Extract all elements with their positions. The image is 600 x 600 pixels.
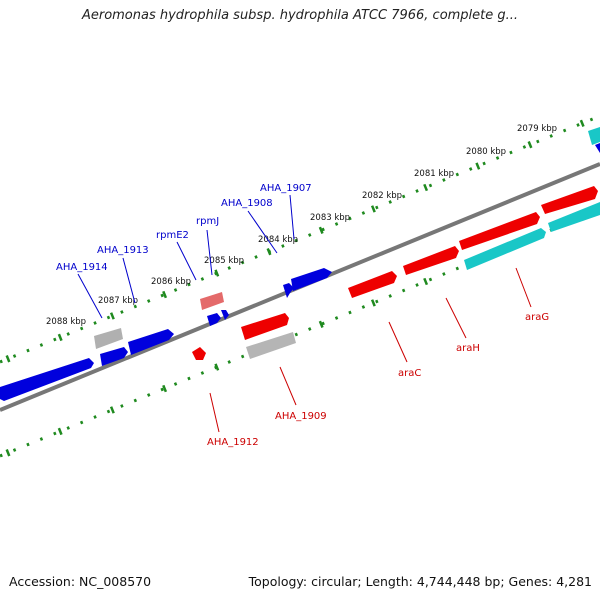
scale-tick [423, 277, 429, 286]
forward-gene-arrow [100, 347, 128, 366]
forward-gene-label: AHA_1908 [221, 198, 273, 209]
scale-label: 2083 kbp [310, 213, 350, 223]
scale-tick [162, 384, 168, 393]
gray-gene-block [94, 328, 123, 349]
scale-tick [109, 406, 115, 414]
scale-label: 2084 kbp [258, 235, 298, 245]
scale-tick [266, 248, 272, 256]
accession-text: Accession: NC_008570 [9, 574, 152, 589]
cyan-gene-arrow [548, 202, 600, 232]
scale-tick [5, 355, 11, 363]
gray-gene-block [246, 332, 296, 359]
callout-line [247, 210, 278, 254]
reverse-gene-label: AHA_1909 [275, 411, 327, 422]
callout-line [176, 241, 197, 281]
scale-tick [370, 205, 376, 213]
cyan-gene-arrow [464, 228, 546, 270]
forward-gene-label: rpmJ [196, 216, 219, 227]
scale-label: 2080 kbp [466, 147, 506, 157]
callout-line [445, 297, 467, 339]
scale-tick [214, 269, 220, 277]
forward-gene-arrow [221, 310, 229, 320]
forward-gene-label: rpmE2 [156, 230, 189, 241]
scale-tick [214, 363, 220, 371]
reverse-gene-arrow [541, 186, 598, 214]
forward-gene-label: AHA_1913 [97, 245, 149, 256]
cyan-gene-block [588, 127, 600, 145]
scale-label: 2082 kbp [362, 191, 402, 201]
reverse-gene-label: araH [456, 343, 480, 354]
callout-line [122, 257, 136, 304]
forward-gene-arrow [128, 329, 174, 355]
scale-tick [579, 119, 585, 127]
callout-line [209, 392, 220, 433]
scale-tick [475, 162, 481, 170]
map-title: Aeromonas hydrophila subsp. hydrophila A… [81, 8, 519, 23]
scale-label: 2088 kbp [46, 317, 86, 327]
reverse-gene-label: araG [525, 312, 549, 323]
forward-gene-arrow [0, 358, 94, 401]
reverse-gene-arrow [403, 246, 459, 275]
forward-gene-arrow [595, 143, 600, 153]
callout-line [515, 267, 532, 308]
forward-gene-label: AHA_1907 [260, 183, 312, 194]
reverse-gene-arrow [192, 347, 206, 360]
reverse-gene-arrow [459, 212, 540, 250]
scale-tick [527, 141, 533, 149]
scale-label: 2079 kbp [517, 124, 557, 134]
scale-tick [423, 183, 429, 192]
reverse-gene-label: araC [398, 368, 421, 379]
scale-tick [318, 320, 324, 328]
callout-line [289, 194, 295, 240]
callout-line [206, 229, 213, 276]
scale-label: 2086 kbp [151, 277, 191, 287]
forward-gene-arrow [283, 283, 294, 298]
scale-tick [318, 226, 324, 234]
scale-tick [57, 333, 63, 342]
callout-line [279, 366, 297, 406]
callout-line [388, 321, 408, 363]
reverse-gene-arrow [241, 313, 289, 340]
forward-gene-arrow [291, 268, 332, 291]
reverse-gene-arrow [348, 271, 397, 298]
scale-tick [109, 312, 115, 320]
topology-summary: Topology: circular; Length: 4,744,448 bp… [248, 574, 592, 589]
outer-scale-ring [0, 114, 600, 364]
forward-gene-label: AHA_1914 [56, 262, 108, 273]
scale-tick [370, 299, 376, 307]
scale-label: 2085 kbp [204, 256, 244, 266]
pink-gene-block [200, 292, 224, 310]
reverse-gene-label: AHA_1912 [207, 437, 259, 448]
scale-tick [5, 449, 11, 457]
scale-label: 2081 kbp [414, 169, 454, 179]
scale-label: 2087 kbp [98, 296, 138, 306]
callout-line [77, 273, 103, 319]
scale-tick [57, 427, 63, 436]
scale-tick [162, 290, 168, 299]
forward-gene-arrow [207, 313, 221, 326]
